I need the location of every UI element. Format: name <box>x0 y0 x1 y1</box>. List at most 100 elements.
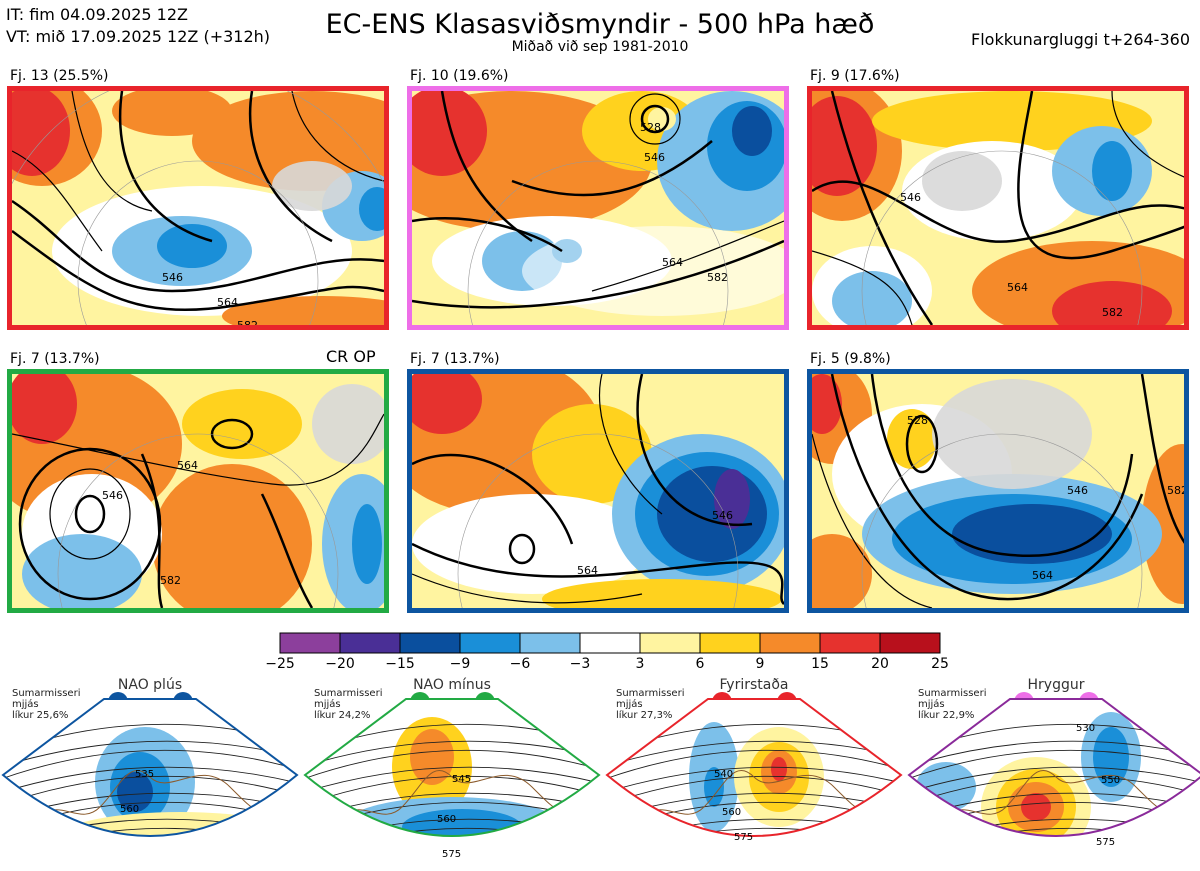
panel-label-5: Fj. 7 (13.7%) <box>410 351 500 367</box>
page-title: EC-ENS Klasasviðsmyndir - 500 hPa hæð <box>325 9 875 40</box>
anomaly-shading <box>402 809 522 836</box>
contour-label: 575 <box>734 832 753 843</box>
cluster-map-2: 528 546 564 582 <box>407 86 789 330</box>
colorbar-swatch <box>459 632 521 654</box>
panel-label-6: Fj. 5 (9.8%) <box>810 351 891 367</box>
cluster-map-4: 546 564 582 <box>7 369 389 613</box>
regime-border <box>1 698 299 837</box>
page-subtitle: Miðað við sep 1981-2010 <box>511 39 689 55</box>
contour-label: 564 <box>662 256 683 269</box>
height-contour <box>607 827 901 836</box>
colorbar-tick-label: −6 <box>509 656 531 672</box>
regime-map: 545 560 575 <box>303 698 601 860</box>
classification-window: Flokkunargluggi t+264-360 <box>971 30 1190 49</box>
regime-title: NAO mínus <box>413 677 491 693</box>
anomaly-shading <box>117 772 153 812</box>
colorbar-tick-label: 6 <box>695 656 705 672</box>
regime-title: Fyrirstaða <box>719 677 789 693</box>
regime-note: Sumarmisseri mjjás líkur 24,2% <box>314 688 382 721</box>
contour-label: 528 <box>640 121 661 134</box>
contour-label: 564 <box>1032 569 1053 582</box>
colorbar-tick-label: 3 <box>635 656 645 672</box>
anomaly-shading <box>1021 793 1051 821</box>
contour-label: 546 <box>1067 484 1088 497</box>
colorbar-swatch <box>579 632 641 654</box>
cluster-map-3: 546 564 582 <box>807 86 1189 330</box>
colorbar-tick-label: −20 <box>325 656 355 672</box>
contour-label: 546 <box>644 151 665 164</box>
regime-note-line: líkur 25,6% <box>12 710 69 721</box>
colorbar-tick-label: 25 <box>931 656 949 672</box>
colorbar <box>279 632 941 654</box>
run-info: IT: fim 04.09.2025 12Z VT: mið 17.09.202… <box>6 4 270 48</box>
colorbar-swatch <box>759 632 821 654</box>
regime-note-line: mjjás <box>616 699 643 710</box>
contour-label: 550 <box>1101 775 1120 786</box>
contour-label: 582 <box>237 319 258 325</box>
regime-map: 530 550 575 <box>907 698 1200 848</box>
colorbar-tick-label: 20 <box>871 656 889 672</box>
contour-label: 560 <box>722 807 741 818</box>
contour-label: 564 <box>577 564 598 577</box>
regime-title: NAO plús <box>117 677 183 693</box>
contour-label: 546 <box>900 191 921 204</box>
regime-note-line: Sumarmisseri <box>12 688 81 699</box>
contour-label: 540 <box>714 769 733 780</box>
contour-label: 582 <box>707 271 728 284</box>
regime-note: Sumarmisseri mjjás líkur 22,9% <box>918 688 986 721</box>
contour-label: 546 <box>102 489 123 502</box>
height-contour <box>305 827 599 836</box>
colorbar-swatch <box>639 632 701 654</box>
regime-title: Hryggur <box>1027 677 1085 693</box>
colorbar-swatch <box>879 632 941 654</box>
contour-label: 560 <box>120 804 139 815</box>
crop-label: CR OP <box>326 347 376 366</box>
contour-label: 575 <box>442 849 461 860</box>
panel-label-1: Fj. 13 (25.5%) <box>10 68 109 84</box>
height-contour <box>909 827 1200 836</box>
regime-note-line: Sumarmisseri <box>314 688 383 699</box>
height-contour <box>3 827 297 836</box>
colorbar-swatch <box>519 632 581 654</box>
coastline <box>39 770 281 818</box>
regime-note-line: mjjás <box>314 699 341 710</box>
contour-label: 546 <box>712 509 733 522</box>
contour-label: 530 <box>1076 723 1095 734</box>
contour-label: 545 <box>452 774 471 785</box>
height-contour <box>909 749 1200 784</box>
contour-label: 560 <box>437 814 456 825</box>
contour-label: 564 <box>217 296 238 309</box>
colorbar-tick-label: −3 <box>569 656 591 672</box>
height-contour <box>3 749 297 784</box>
contour-label: 564 <box>177 459 198 472</box>
cluster-map-5: 546 564 <box>407 369 789 613</box>
contour-label: 582 <box>1102 306 1123 319</box>
height-contour <box>909 766 1200 797</box>
coastline <box>643 770 885 818</box>
height-contour <box>607 766 901 797</box>
cluster-map-3-svg: 546 564 582 <box>812 91 1184 325</box>
contour-label: 575 <box>1096 837 1115 848</box>
height-contour <box>3 766 297 797</box>
regime-note-line: mjjás <box>918 699 945 710</box>
colorbar-swatch <box>279 632 341 654</box>
panel-label-2: Fj. 10 (19.6%) <box>410 68 509 84</box>
regime-note-line: líkur 27,3% <box>616 710 673 721</box>
contour-label: 528 <box>907 414 928 427</box>
height-contour <box>607 749 901 784</box>
regime-map: 540 560 575 <box>605 698 903 843</box>
contour-label: 582 <box>1167 484 1188 497</box>
colorbar-tick-label: 15 <box>811 656 829 672</box>
cluster-map-2-svg: 528 546 564 582 <box>412 91 784 325</box>
panel-label-4: Fj. 7 (13.7%) <box>10 351 100 367</box>
height-contour <box>305 766 599 797</box>
height-contour <box>305 749 599 784</box>
regime-map: 535 560 <box>1 698 299 837</box>
regime-border <box>605 698 903 837</box>
regime-border <box>303 698 601 837</box>
regime-note-line: mjjás <box>12 699 39 710</box>
panel-label-3: Fj. 9 (17.6%) <box>810 68 900 84</box>
regime-note: Sumarmisseri mjjás líkur 27,3% <box>616 688 684 721</box>
contour-label: 564 <box>1007 281 1028 294</box>
regime-border <box>907 698 1200 837</box>
